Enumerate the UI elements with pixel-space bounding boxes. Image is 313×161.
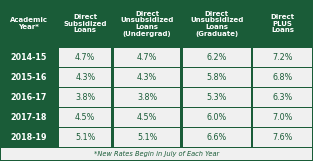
Text: Direct
PLUS
Loans: Direct PLUS Loans	[270, 14, 295, 33]
Text: 3.8%: 3.8%	[75, 93, 95, 102]
Bar	[1, 88, 57, 107]
Bar	[253, 88, 312, 107]
Bar	[59, 1, 111, 47]
Bar	[114, 88, 180, 107]
Text: 7.0%: 7.0%	[272, 113, 293, 122]
Bar	[1, 108, 57, 127]
Bar	[1, 48, 57, 67]
Text: 2018-19: 2018-19	[11, 133, 47, 142]
Text: 4.3%: 4.3%	[75, 73, 95, 82]
Text: 6.8%: 6.8%	[272, 73, 293, 82]
Bar	[114, 68, 180, 87]
Text: Direct
Unsubsidized
Loans
(Undergrad): Direct Unsubsidized Loans (Undergrad)	[121, 11, 174, 37]
Bar	[183, 1, 251, 47]
Text: 4.5%: 4.5%	[75, 113, 95, 122]
Bar	[253, 1, 312, 47]
Bar	[1, 1, 57, 47]
Text: 2015-16: 2015-16	[11, 73, 47, 82]
Bar	[114, 108, 180, 127]
Bar	[59, 48, 111, 67]
Text: 4.3%: 4.3%	[137, 73, 157, 82]
Text: 5.3%: 5.3%	[207, 93, 227, 102]
Bar	[253, 68, 312, 87]
Bar	[183, 88, 251, 107]
Bar	[183, 128, 251, 147]
Bar	[183, 48, 251, 67]
Text: *New Rates Begin in July of Each Year: *New Rates Begin in July of Each Year	[94, 151, 219, 157]
Bar	[183, 108, 251, 127]
Bar	[1, 128, 57, 147]
Bar	[59, 108, 111, 127]
Text: 4.7%: 4.7%	[137, 53, 157, 62]
Text: 3.8%: 3.8%	[137, 93, 157, 102]
Text: 7.2%: 7.2%	[272, 53, 293, 62]
Text: 4.7%: 4.7%	[75, 53, 95, 62]
Bar	[1, 68, 57, 87]
Text: 6.0%: 6.0%	[207, 113, 227, 122]
Bar	[114, 48, 180, 67]
Bar	[253, 128, 312, 147]
Text: 5.8%: 5.8%	[207, 73, 227, 82]
Text: Direct
Subsidized
Loans: Direct Subsidized Loans	[64, 14, 107, 33]
Text: 7.6%: 7.6%	[272, 133, 293, 142]
Text: 6.2%: 6.2%	[207, 53, 227, 62]
Text: Direct
Unsubsidized
Loans
(Graduate): Direct Unsubsidized Loans (Graduate)	[190, 11, 244, 37]
Text: 5.1%: 5.1%	[75, 133, 95, 142]
Bar	[114, 1, 180, 47]
Text: 5.1%: 5.1%	[137, 133, 157, 142]
Bar	[59, 68, 111, 87]
Text: 2017-18: 2017-18	[11, 113, 47, 122]
Bar	[253, 108, 312, 127]
Text: 4.5%: 4.5%	[137, 113, 157, 122]
Text: 2014-15: 2014-15	[11, 53, 47, 62]
Text: 6.3%: 6.3%	[272, 93, 293, 102]
Bar	[114, 128, 180, 147]
Text: Academic
Year*: Academic Year*	[10, 17, 48, 30]
Text: 6.6%: 6.6%	[207, 133, 227, 142]
Bar	[253, 48, 312, 67]
Bar	[59, 128, 111, 147]
Bar	[59, 88, 111, 107]
Bar	[1, 148, 312, 160]
Text: 2016-17: 2016-17	[11, 93, 47, 102]
Bar	[183, 68, 251, 87]
